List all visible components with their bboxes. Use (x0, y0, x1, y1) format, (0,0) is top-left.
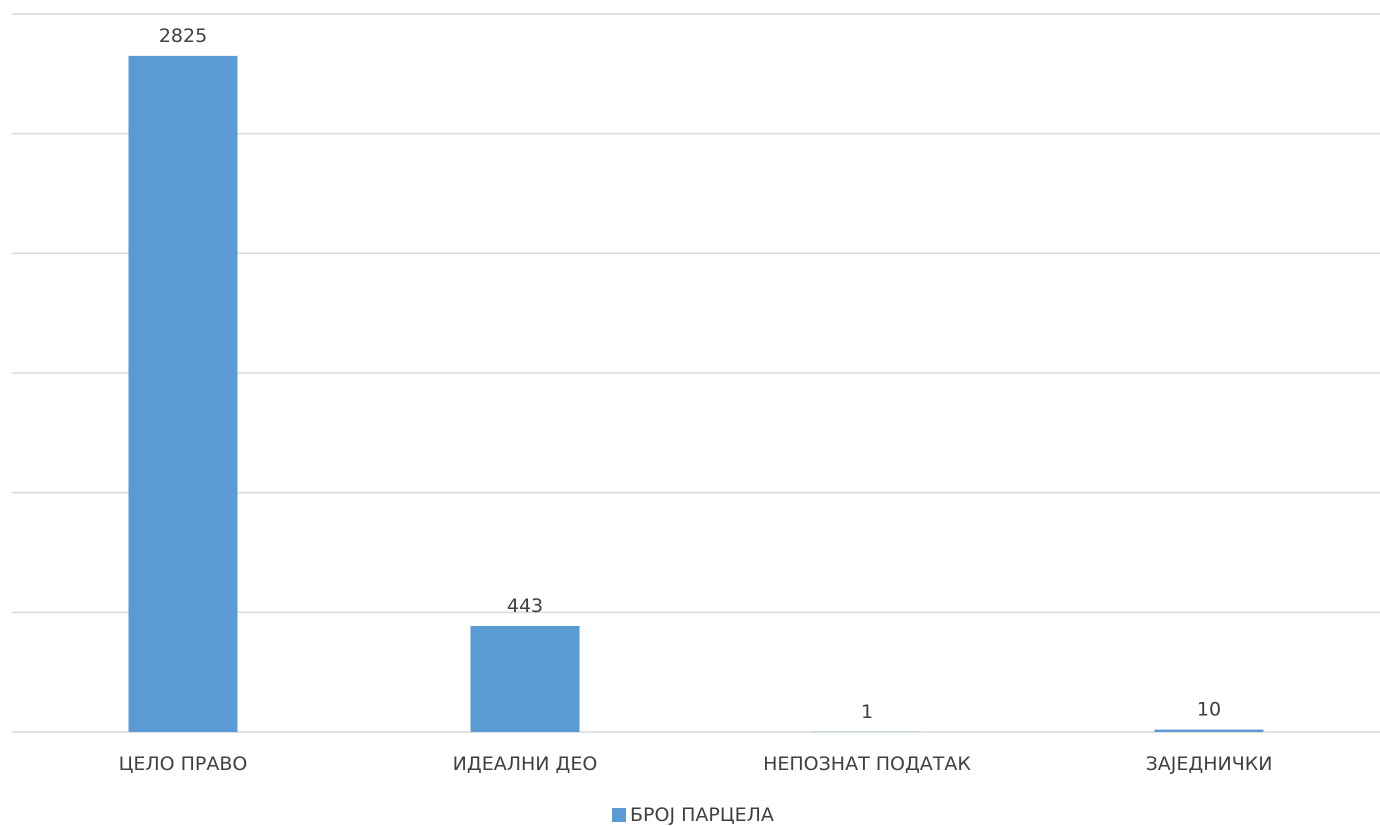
bar (1154, 729, 1264, 732)
category-label: ИДЕАЛНИ ДЕО (453, 753, 598, 775)
data-label: 1 (861, 701, 873, 723)
bars (128, 55, 1264, 732)
data-label: 443 (507, 595, 543, 617)
data-label: 10 (1197, 699, 1221, 721)
data-labels: 2825 443 1 10 (159, 25, 1221, 723)
data-label: 2825 (159, 25, 207, 47)
legend-label: БРОЈ ПАРЦЕЛА (630, 804, 774, 826)
gridlines (12, 13, 1380, 733)
category-label: ЗАЈЕДНИЧКИ (1146, 753, 1273, 775)
category-label: ЦЕЛО ПРАВО (119, 753, 248, 775)
legend-swatch (612, 808, 626, 822)
bar (128, 55, 238, 732)
legend: БРОЈ ПАРЦЕЛА (612, 804, 774, 826)
bar (470, 625, 580, 732)
category-labels: ЦЕЛО ПРАВО ИДЕАЛНИ ДЕО НЕПОЗНАТ ПОДАТАК ЗАЈ… (119, 753, 1273, 775)
category-label: НЕПОЗНАТ ПОДАТАК (763, 753, 971, 775)
